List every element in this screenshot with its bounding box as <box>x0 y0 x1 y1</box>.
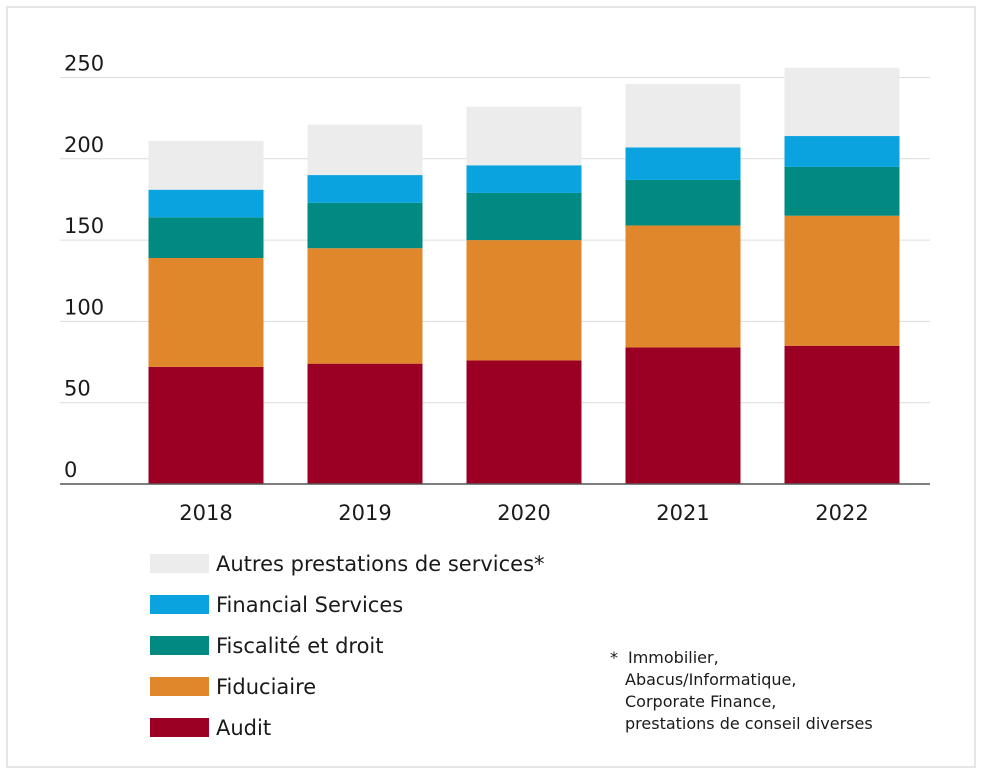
y-tick-label: 0 <box>64 458 77 482</box>
y-tick-label: 100 <box>64 295 104 319</box>
footnote-line: prestations de conseil diverses <box>625 714 873 733</box>
y-tick-label: 150 <box>64 214 104 238</box>
bar-segment-fiduciaire <box>784 215 900 346</box>
bar-segment-fiscalit-et-droit <box>625 179 741 226</box>
bar-segment-fiduciaire <box>625 225 741 348</box>
bar-segment-fiscalit-et-droit <box>307 202 423 249</box>
x-tick-label: 2020 <box>497 501 550 525</box>
bar-segment-autres-prestations-de-services <box>784 67 900 137</box>
legend-label: Fiscalité et droit <box>216 634 384 658</box>
bar-segment-audit <box>148 366 264 484</box>
legend-label: Financial Services <box>216 593 403 617</box>
footnote-line: Corporate Finance, <box>625 692 776 711</box>
legend-label: Audit <box>216 716 271 740</box>
legend-swatch <box>150 554 209 573</box>
bar-segment-financial-services <box>307 175 423 203</box>
footnote-marker: * <box>610 648 618 667</box>
bar-segment-financial-services <box>625 147 741 180</box>
legend-swatch <box>150 718 209 737</box>
bar-segment-audit <box>625 347 741 484</box>
x-tick-label: 2022 <box>815 501 868 525</box>
legend-swatch <box>150 636 209 655</box>
bar-segment-autres-prestations-de-services <box>148 140 264 190</box>
stacked-bar-chart: 0 50 100 150 200 250 2018 2019 2020 2021 2022 Aut… <box>60 52 930 740</box>
bar-segment-financial-services <box>148 189 264 218</box>
legend-swatch <box>150 595 209 614</box>
footnote: * Immobilier, Abacus/Informatique, Corporat… <box>610 648 873 733</box>
chart-frame: 0 50 100 150 200 250 2018 2019 2020 2021 2022 Aut… <box>6 6 976 768</box>
bar-segment-fiscalit-et-droit <box>466 192 582 241</box>
footnote-line: Abacus/Informatique, <box>625 670 796 689</box>
legend-swatch <box>150 677 209 696</box>
y-tick-label: 250 <box>64 52 104 76</box>
bar-segment-autres-prestations-de-services <box>466 106 582 166</box>
bar-segment-fiscalit-et-droit <box>148 217 264 258</box>
legend-label: Autres prestations de services* <box>216 552 545 576</box>
bar-segment-autres-prestations-de-services <box>307 124 423 176</box>
bar-segment-fiduciaire <box>466 240 582 361</box>
bar-segment-autres-prestations-de-services <box>625 84 741 148</box>
bar-segment-audit <box>784 345 900 484</box>
footnote-line: Immobilier, <box>628 648 719 667</box>
bar-segment-fiduciaire <box>148 257 264 367</box>
bar-segment-fiscalit-et-droit <box>784 166 900 216</box>
x-axis: 2018 2019 2020 2021 2022 <box>179 501 868 525</box>
x-tick-label: 2019 <box>338 501 391 525</box>
bar-segment-fiduciaire <box>307 248 423 364</box>
bar-segment-audit <box>307 363 423 484</box>
x-tick-label: 2021 <box>656 501 709 525</box>
y-tick-label: 50 <box>64 377 91 401</box>
x-tick-label: 2018 <box>179 501 232 525</box>
bar-segment-audit <box>466 360 582 484</box>
y-tick-label: 200 <box>64 133 104 157</box>
y-axis: 0 50 100 150 200 250 <box>60 52 930 485</box>
bars <box>148 67 900 484</box>
bar-segment-financial-services <box>784 136 900 167</box>
bar-segment-financial-services <box>466 165 582 193</box>
legend: Autres prestations de services* Financial… <box>150 552 545 740</box>
legend-label: Fiduciaire <box>216 675 316 699</box>
